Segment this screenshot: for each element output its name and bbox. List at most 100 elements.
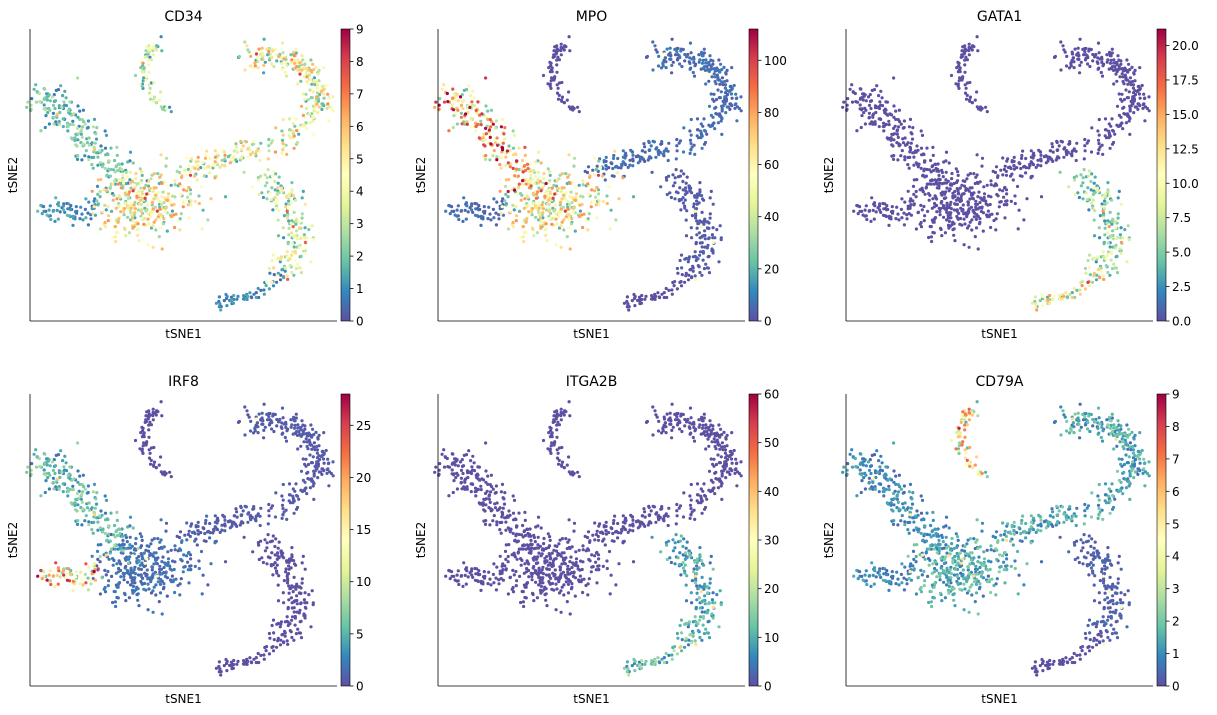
point: [183, 200, 187, 204]
point: [277, 574, 281, 578]
point: [465, 122, 469, 126]
colorbar-tick-label: 10.0: [1172, 177, 1199, 191]
point: [164, 521, 169, 525]
point: [482, 205, 486, 209]
point: [80, 212, 84, 216]
point: [1098, 276, 1102, 280]
point: [482, 143, 486, 147]
point: [267, 149, 271, 153]
point: [303, 240, 307, 244]
point: [262, 657, 266, 661]
point: [197, 194, 201, 198]
point: [1064, 64, 1069, 68]
point: [160, 560, 164, 564]
point: [1119, 251, 1123, 255]
point: [76, 104, 80, 108]
point: [202, 174, 206, 178]
point: [896, 135, 900, 139]
point: [1080, 284, 1084, 288]
point: [718, 70, 722, 74]
point: [176, 583, 180, 588]
point: [919, 220, 923, 225]
point: [36, 209, 40, 213]
point: [199, 166, 203, 170]
point: [535, 231, 540, 235]
point: [1109, 58, 1113, 63]
point: [565, 235, 569, 239]
point: [98, 189, 102, 194]
point: [1105, 231, 1109, 235]
point: [51, 111, 56, 115]
point: [279, 622, 283, 626]
point: [1114, 220, 1118, 224]
point: [282, 236, 286, 240]
point: [1091, 59, 1095, 63]
point: [90, 506, 94, 510]
point: [162, 200, 166, 205]
point: [283, 70, 287, 75]
point: [268, 46, 272, 51]
point: [702, 117, 706, 121]
point: [302, 247, 306, 251]
point: [1113, 132, 1117, 136]
point: [1122, 105, 1126, 109]
point: [134, 171, 138, 176]
point: [559, 42, 563, 46]
point: [218, 302, 222, 306]
point: [326, 102, 330, 106]
points: [25, 400, 335, 677]
colorbar-tick-label: 2: [356, 250, 364, 264]
point: [103, 129, 107, 133]
point: [706, 266, 711, 270]
point: [240, 513, 244, 517]
point: [281, 133, 285, 137]
point: [1114, 266, 1118, 270]
point: [298, 631, 302, 635]
point: [170, 203, 174, 207]
point: [1070, 50, 1074, 54]
point: [179, 192, 183, 197]
point: [433, 105, 437, 109]
point: [502, 137, 507, 141]
point: [136, 208, 140, 212]
point: [56, 201, 61, 205]
point: [294, 430, 299, 434]
point: [1127, 62, 1131, 66]
point: [1083, 58, 1088, 62]
point: [136, 222, 140, 226]
point: [511, 129, 515, 133]
point: [897, 108, 902, 112]
point: [448, 212, 452, 216]
point: [259, 653, 263, 658]
point: [643, 150, 647, 154]
point: [504, 163, 508, 167]
point: [148, 551, 152, 556]
point: [538, 216, 543, 220]
point: [1118, 233, 1122, 237]
point: [949, 207, 954, 211]
point: [719, 90, 723, 94]
point: [473, 213, 477, 217]
point: [326, 457, 330, 461]
point: [908, 206, 912, 210]
point: [491, 207, 495, 211]
point: [1091, 280, 1095, 284]
point: [560, 95, 565, 99]
point: [122, 209, 126, 213]
point: [48, 204, 52, 208]
point: [622, 301, 627, 305]
point: [951, 191, 955, 195]
point: [151, 42, 155, 46]
point: [276, 636, 280, 641]
point: [1057, 156, 1061, 160]
point: [1132, 111, 1136, 115]
point: [86, 223, 90, 227]
point: [1110, 267, 1114, 271]
point: [308, 453, 312, 457]
point: [521, 170, 525, 174]
point: [85, 126, 89, 130]
point: [281, 141, 285, 146]
point: [958, 70, 962, 74]
point: [684, 271, 688, 275]
point: [243, 40, 247, 44]
